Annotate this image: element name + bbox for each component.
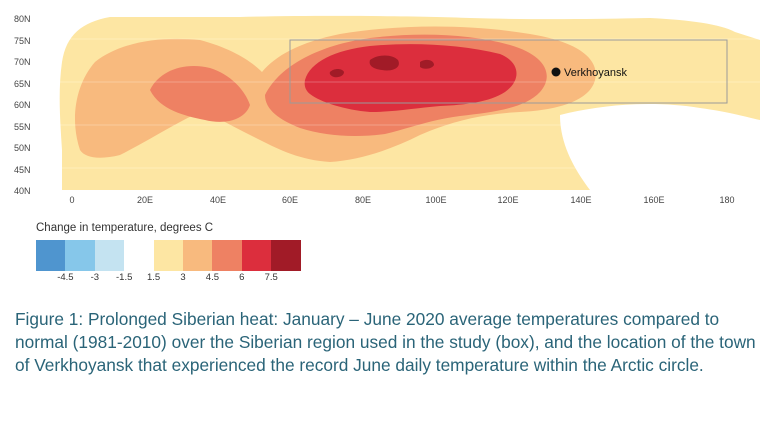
color-legend: Change in temperature, degrees C -4.5 -3…: [36, 222, 326, 284]
legend-tick: -3: [90, 272, 100, 283]
anomaly-band-dark-red: [329, 69, 344, 78]
legend-swatch: [153, 240, 183, 271]
legend-bar: [36, 240, 301, 271]
lat-label: 80N: [14, 14, 31, 24]
latitude-axis: 80N 75N 70N 65N 60N 55N 50N 45N 40N: [14, 14, 31, 196]
lon-label: 40E: [210, 195, 226, 205]
legend-swatch: [212, 240, 242, 271]
lon-label: 100E: [425, 195, 446, 205]
lat-label: 50N: [14, 143, 31, 153]
lon-label: 0: [69, 195, 74, 205]
town-label: Verkhoyansk: [564, 67, 627, 79]
figure-caption: Figure 1: Prolonged Siberian heat: Janua…: [15, 309, 756, 376]
legend-swatch: [94, 240, 125, 271]
town-marker: Verkhoyansk: [551, 67, 627, 79]
lat-label: 75N: [14, 36, 31, 46]
legend-swatch: [182, 240, 213, 271]
lat-label: 70N: [14, 57, 31, 67]
legend-swatch: [124, 240, 154, 271]
lon-label: 80E: [355, 195, 371, 205]
legend-swatch: [65, 240, 95, 271]
anomaly-band-dark-orange: [150, 66, 250, 122]
legend-swatch: [241, 240, 272, 271]
temperature-anomaly-map: 80N 75N 70N 65N 60N 55N 50N 45N 40N: [0, 0, 760, 215]
legend-tick: 6: [239, 272, 245, 283]
legend-tick: 3: [180, 272, 186, 283]
anomaly-band-neutral: [600, 136, 673, 169]
longitude-axis: 0 20E 40E 60E 80E 100E 120E 140E 160E 18…: [69, 195, 734, 205]
legend-swatch: [36, 240, 66, 271]
study-region-box: [289, 39, 728, 104]
legend-tick: 1.5: [146, 272, 161, 283]
legend-tick: 7.5: [264, 272, 278, 283]
lon-label: 180: [719, 195, 734, 205]
lat-label: 40N: [14, 186, 31, 196]
anomaly-band-dark-red: [420, 59, 434, 69]
legend-tick: -1.5: [116, 272, 133, 283]
lon-label: 60E: [282, 195, 298, 205]
anomaly-band-dark-red: [369, 55, 399, 71]
map-canvas: 80N 75N 70N 65N 60N 55N 50N 45N 40N: [14, 14, 760, 205]
lat-label: 55N: [14, 122, 31, 132]
legend-swatch: [271, 240, 301, 271]
lat-label: 60N: [14, 100, 31, 110]
town-dot: [551, 67, 561, 77]
legend-tick: -4.5: [57, 272, 74, 283]
legend-tick: 4.5: [205, 272, 219, 283]
anomaly-band-red: [304, 44, 517, 112]
graticule: [40, 38, 760, 169]
legend-title: Change in temperature, degrees C: [36, 222, 214, 234]
lon-label: 120E: [497, 195, 518, 205]
lat-label: 65N: [14, 79, 31, 89]
lon-label: 20E: [137, 195, 153, 205]
lon-label: 140E: [570, 195, 591, 205]
lat-label: 45N: [14, 165, 31, 175]
lon-label: 160E: [643, 195, 664, 205]
